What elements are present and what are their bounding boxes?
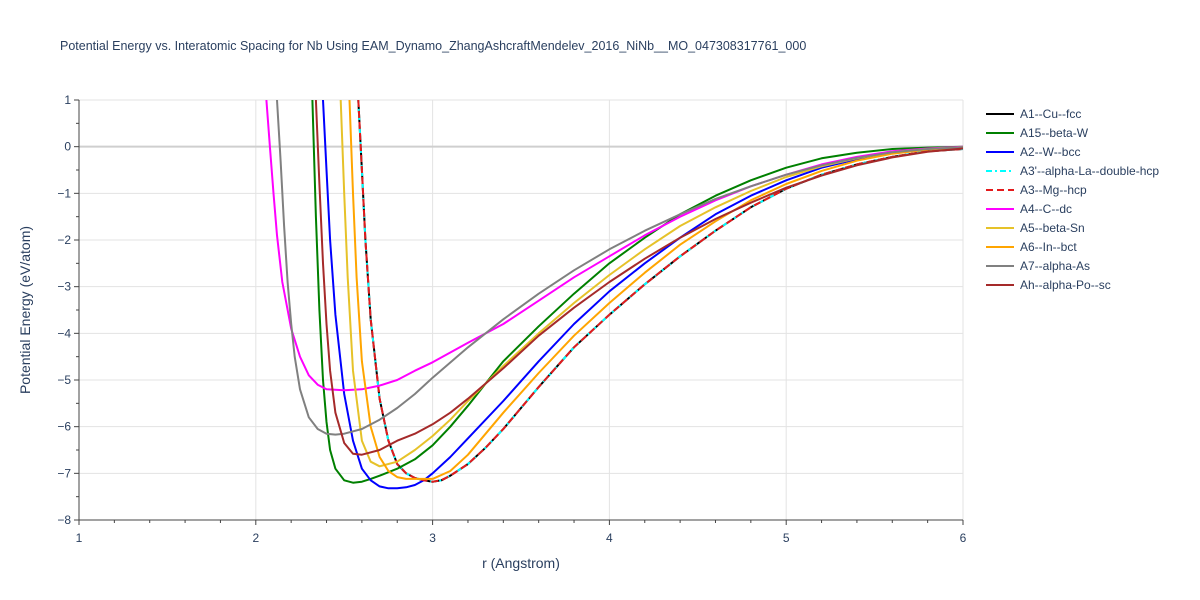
y-tick-label: −2: [57, 233, 71, 247]
legend-label: A1--Cu--fcc: [1020, 107, 1081, 121]
x-tick-label: 3: [429, 531, 436, 545]
legend-label: A4--C--dc: [1020, 202, 1072, 216]
y-tick-label: −1: [57, 186, 71, 200]
series-line-1: [311, 100, 963, 484]
legend-item[interactable]: A4--C--dc: [986, 202, 1072, 216]
series-line-7: [348, 100, 963, 480]
series-line-4: [357, 100, 963, 483]
legend-label: A3'--alpha-La--double-hcp: [1020, 164, 1159, 178]
legend-label: A5--beta-Sn: [1020, 221, 1085, 235]
x-tick-labels: 1 2 3 4 5 6: [76, 531, 967, 545]
x-tick-label: 1: [76, 531, 83, 545]
x-axis-title: r (Angstrom): [482, 555, 560, 571]
legend-item[interactable]: A6--In--bct: [986, 240, 1077, 254]
chart-title: Potential Energy vs. Interatomic Spacing…: [60, 39, 806, 53]
series-layer: [265, 100, 963, 490]
legend-item[interactable]: Ah--alpha-Po--sc: [986, 278, 1111, 292]
series-line-2: [322, 100, 963, 490]
axes: [74, 99, 964, 525]
y-axis-title: Potential Energy (eV/atom): [17, 226, 33, 394]
y-tick-label: −5: [57, 373, 71, 387]
x-tick-label: 2: [252, 531, 259, 545]
y-tick-label: −3: [57, 280, 71, 294]
y-tick-label: −8: [57, 513, 71, 527]
series-line-8: [276, 100, 963, 436]
x-tick-label: 5: [783, 531, 790, 545]
y-tick-label: 0: [64, 140, 71, 154]
x-tick-label: 6: [960, 531, 967, 545]
legend-label: A3--Mg--hcp: [1020, 183, 1087, 197]
y-tick-label: −6: [57, 420, 71, 434]
grid-lines: [79, 99, 964, 520]
legend-item[interactable]: A5--beta-Sn: [986, 221, 1085, 235]
y-tick-label: −7: [57, 466, 71, 480]
legend-label: A7--alpha-As: [1020, 259, 1090, 273]
x-tick-label: 4: [606, 531, 613, 545]
legend-label: A6--In--bct: [1020, 240, 1077, 254]
legend-label: A2--W--bcc: [1020, 145, 1080, 159]
series-line-9: [314, 100, 963, 456]
legend-item[interactable]: A1--Cu--fcc: [986, 107, 1081, 121]
legend[interactable]: A1--Cu--fcc A15--beta-W A2--W--bcc A3'--alp…: [986, 107, 1159, 292]
legend-item[interactable]: A7--alpha-As: [986, 259, 1090, 273]
legend-item[interactable]: A2--W--bcc: [986, 145, 1080, 159]
y-tick-labels: 1 0 −1 −2 −3 −4 −5 −6 −7 −8: [57, 93, 71, 527]
legend-item[interactable]: A3'--alpha-La--double-hcp: [986, 164, 1159, 178]
series-line-6: [339, 100, 963, 468]
y-tick-label: 1: [64, 93, 71, 107]
legend-item[interactable]: A3--Mg--hcp: [986, 183, 1087, 197]
legend-label: A15--beta-W: [1020, 126, 1089, 140]
legend-label: Ah--alpha-Po--sc: [1020, 278, 1111, 292]
legend-item[interactable]: A15--beta-W: [986, 126, 1089, 140]
y-tick-label: −4: [57, 326, 71, 340]
